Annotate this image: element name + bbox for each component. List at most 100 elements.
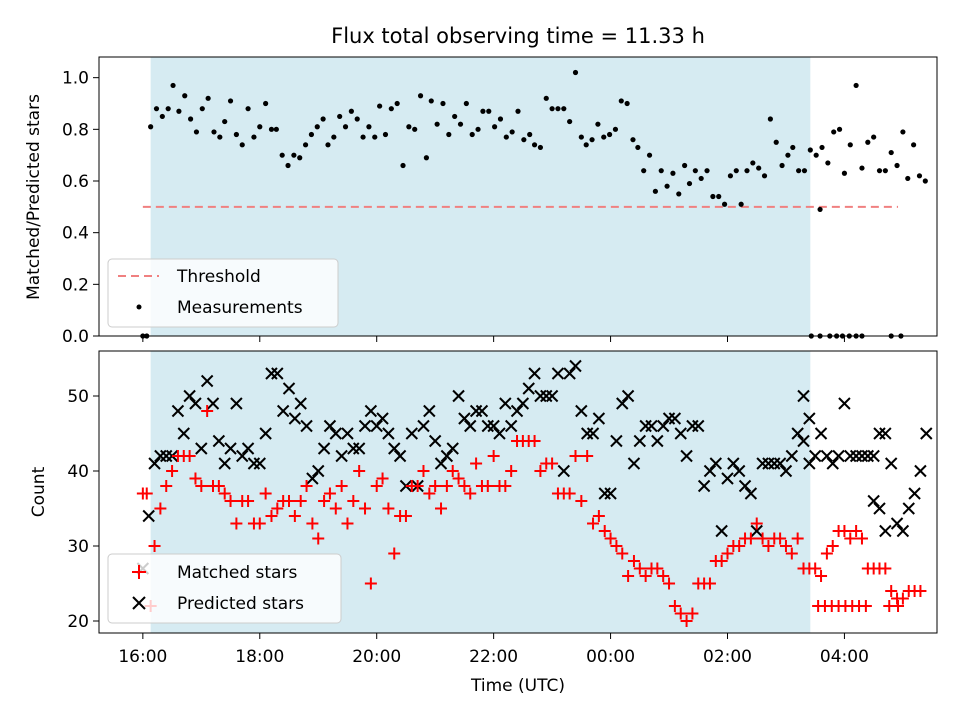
legend-measurements-swatch [136,304,142,310]
matched-stars-point [446,465,459,477]
predicted-stars-point [247,457,261,470]
measurement-point [159,113,165,120]
predicted-stars-point [551,367,565,380]
matched-stars-point [318,495,331,507]
predicted-stars-point [914,464,927,478]
measurement-point [692,168,698,174]
predicted-stars-point [341,427,354,440]
predicted-stars-point [727,457,740,470]
measurement-point [457,121,464,127]
bottom-axes-frame [98,350,938,634]
predicted-stars-point [855,449,869,463]
predicted-stars-point [814,427,828,440]
predicted-stars-point [873,427,886,440]
measurement-point [217,134,223,140]
measurement-point [549,106,555,112]
predicted-stars-point [405,427,418,440]
predicted-stars-point [440,449,454,463]
predicted-stars-point [762,457,775,470]
predicted-stars-point [627,457,641,470]
measurement-point [348,108,354,114]
measurement-point [486,108,492,114]
predicted-stars-point [376,412,389,425]
matched-stars-point [587,517,600,530]
predicted-stars-point [773,457,787,470]
measurement-point [377,103,383,109]
matched-stars-point [481,480,494,492]
measurement-point [807,147,813,153]
measurement-point [325,142,331,148]
x-tick-label: 02:00 [703,647,752,667]
measurement-point [222,118,228,125]
predicted-stars-point [282,382,296,395]
measurement-point [199,106,205,112]
predicted-stars-point [750,524,763,538]
measurement-point [871,134,877,140]
predicted-stars-point [464,419,477,433]
measurement-point [555,106,561,112]
measurement-point [658,168,664,174]
measurement-point [337,113,343,120]
measurement-point [618,98,624,104]
predicted-stars-point [276,404,290,418]
predicted-stars-point [317,442,331,455]
matched-stars-point [452,472,465,485]
measurement-point [463,100,469,107]
matched-stars-point [253,517,266,530]
matched-stars-point [733,540,746,552]
measurement-point [813,152,819,158]
predicted-stars-point [528,367,541,380]
predicted-stars-point [797,389,810,403]
predicted-stars-point [335,449,348,463]
matched-stars-point [668,600,681,612]
measurement-point [876,168,883,174]
predicted-stars-point [358,419,372,433]
measurement-point [165,106,171,112]
measurement-point [836,126,843,132]
predicted-stars-point [563,367,576,380]
top-y-tick-label: 1.0 [62,69,89,89]
matched-stars-point [604,532,617,545]
measurement-point [578,134,584,140]
predicted-stars-point [510,404,524,418]
measurement-point [257,124,263,130]
predicted-stars-point [721,472,734,485]
measurement-point [446,131,452,138]
bottom-x-ticks: 16:00 18:00 20:00 22:00 00:00 02:00 04:00 [118,633,869,667]
predicted-stars-point [651,434,664,448]
matched-stars-point [341,517,354,530]
matched-stars-point [838,525,851,537]
predicted-stars-point [189,397,202,410]
predicted-stars-point [312,464,325,478]
measurement-point [182,93,188,99]
measurement-point [251,134,257,140]
predicted-stars-point [738,479,752,493]
matched-stars-point [505,465,518,477]
measurement-point [825,160,831,166]
top-legend-frame [107,258,339,328]
predicted-stars-point [352,442,366,455]
matched-stars-point [329,502,342,515]
top-panel: 0.0 0.2 0.4 0.6 0.8 1.0 Matched/Predicted sta… [24,56,938,347]
measurement-point [475,126,481,132]
bottom-y-ticks: 20 30 40 50 [67,387,99,632]
top-y-tick-label: 0.2 [62,275,89,295]
predicted-stars-point [475,404,489,418]
measurement-point [497,116,504,122]
matched-stars-point [417,465,430,477]
predicted-stars-point [785,449,799,463]
matched-stars-point [592,510,605,522]
measurement-point [543,95,549,101]
matched-stars-point [850,525,863,537]
predicted-stars-point [879,524,892,538]
measurement-point [630,137,636,143]
measurement-point [308,131,315,138]
predicted-stars-point [890,517,904,530]
matched-stars-point [411,480,424,492]
matched-stars-point [791,532,804,545]
predicted-stars-point [668,412,682,425]
matched-stars-point [826,540,839,552]
matched-stars-point [815,570,828,582]
matched-stars-point [288,510,301,522]
predicted-stars-point [499,397,512,410]
